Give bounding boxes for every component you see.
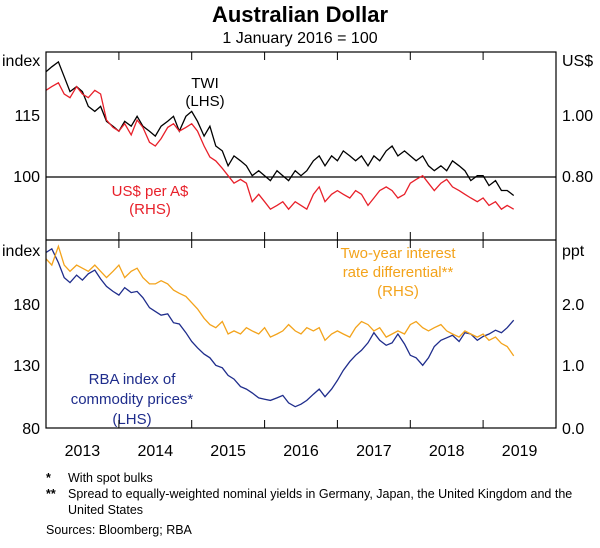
- x-tick-label: 2015: [210, 443, 246, 460]
- bottom-left-tick: 80: [22, 421, 40, 438]
- top-panel: index US$ 115 100 1.00 0.80 TWI (LHS) US…: [2, 53, 593, 218]
- footnote: ** Spread to equally-weighted nominal yi…: [46, 486, 586, 518]
- bottom-right-tick: 0.0: [562, 421, 584, 438]
- interest-differential-line: [45, 244, 515, 357]
- chart-subtitle: 1 January 2016 = 100: [222, 30, 377, 47]
- bottom-right-unit: ppt: [562, 243, 585, 260]
- chart-title: Australian Dollar: [212, 2, 388, 27]
- x-axis: 2013 2014 2015 2016 2017 2018 2019: [65, 52, 538, 460]
- top-right-unit: US$: [562, 53, 593, 70]
- footnotes: * With spot bulks ** Spread to equally-w…: [46, 470, 586, 538]
- commodity-prices-label: commodity prices*: [71, 391, 194, 408]
- top-right-tick: 1.00: [562, 108, 593, 125]
- usd-per-aud-label: US$ per A$: [112, 183, 189, 200]
- commodity-prices-line: [45, 247, 515, 408]
- usd-per-aud-line: [45, 81, 515, 211]
- twi-axis-label: (LHS): [185, 93, 224, 110]
- x-tick-label: 2013: [65, 443, 101, 460]
- footnote-text: Spread to equally-weighted nominal yield…: [68, 487, 573, 517]
- commodity-prices-label: RBA index of: [89, 371, 177, 388]
- twi-label: TWI: [191, 75, 219, 92]
- usd-per-aud-axis-label: (RHS): [129, 201, 171, 218]
- x-tick-label: 2017: [356, 443, 392, 460]
- bottom-panel: index ppt 180 130 80 2.0 1.0 0.0 Two-yea…: [2, 243, 585, 438]
- commodity-prices-axis-label: (LHS): [112, 411, 151, 428]
- top-right-tick: 0.80: [562, 169, 593, 186]
- footnote-mark: **: [46, 487, 56, 501]
- footnote-text: With spot bulks: [68, 471, 153, 485]
- footnote-mark: *: [46, 471, 51, 485]
- bottom-left-tick: 180: [13, 297, 40, 314]
- footnote: * With spot bulks: [46, 470, 586, 486]
- sources: Sources: Bloomberg; RBA: [46, 523, 192, 537]
- top-left-tick: 115: [14, 108, 40, 125]
- x-tick-label: 2018: [429, 443, 465, 460]
- x-tick-label: 2014: [138, 443, 174, 460]
- top-left-tick: 100: [13, 169, 40, 186]
- x-tick-label: 2016: [283, 443, 319, 460]
- interest-differential-label: Two-year interest: [340, 245, 456, 262]
- interest-differential-axis-label: (RHS): [377, 283, 419, 300]
- twi-line: [45, 60, 515, 197]
- x-tick-label: 2019: [502, 443, 538, 460]
- bottom-left-unit: index: [2, 243, 40, 260]
- bottom-right-tick: 2.0: [562, 297, 584, 314]
- top-left-unit: index: [2, 53, 40, 70]
- interest-differential-label: rate differential**: [343, 264, 454, 281]
- chart: Australian Dollar 1 January 2016 = 100 i…: [2, 2, 593, 460]
- bottom-right-tick: 1.0: [562, 358, 584, 375]
- bottom-left-tick: 130: [13, 358, 40, 375]
